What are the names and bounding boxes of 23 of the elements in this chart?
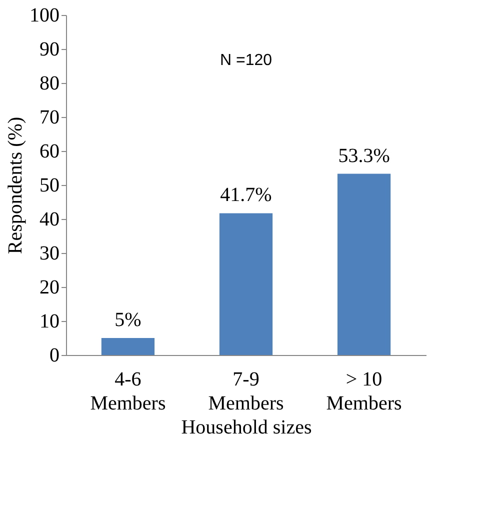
annotation: N =120 (220, 52, 272, 69)
y-tick-label: 30 (40, 242, 60, 264)
bar (219, 213, 273, 355)
data-label: 5% (114, 309, 142, 331)
data-label: 53.3% (338, 144, 390, 167)
x-tick-label: > 10 Members (326, 368, 402, 414)
y-tick-label: 20 (40, 276, 60, 298)
y-tick-label: 50 (40, 174, 60, 196)
bar (337, 174, 391, 355)
y-tick-label: 70 (40, 106, 60, 128)
x-tick-label: 4-6 Members (90, 368, 166, 414)
y-axis-title: Respondents (%) (4, 116, 26, 254)
y-tick-label: 10 (40, 310, 60, 332)
data-label: 41.7% (220, 184, 272, 206)
bar (101, 338, 155, 355)
y-tick-label: 0 (50, 344, 60, 366)
y-tick-label: 90 (40, 38, 60, 60)
y-tick-label: 80 (40, 72, 60, 94)
x-axis-title: Household sizes (181, 416, 312, 438)
y-tick-label: 40 (40, 208, 60, 230)
y-tick-label: 60 (40, 140, 60, 162)
y-tick-label: 100 (30, 4, 60, 26)
x-tick-label: 7-9 Members (208, 368, 284, 414)
